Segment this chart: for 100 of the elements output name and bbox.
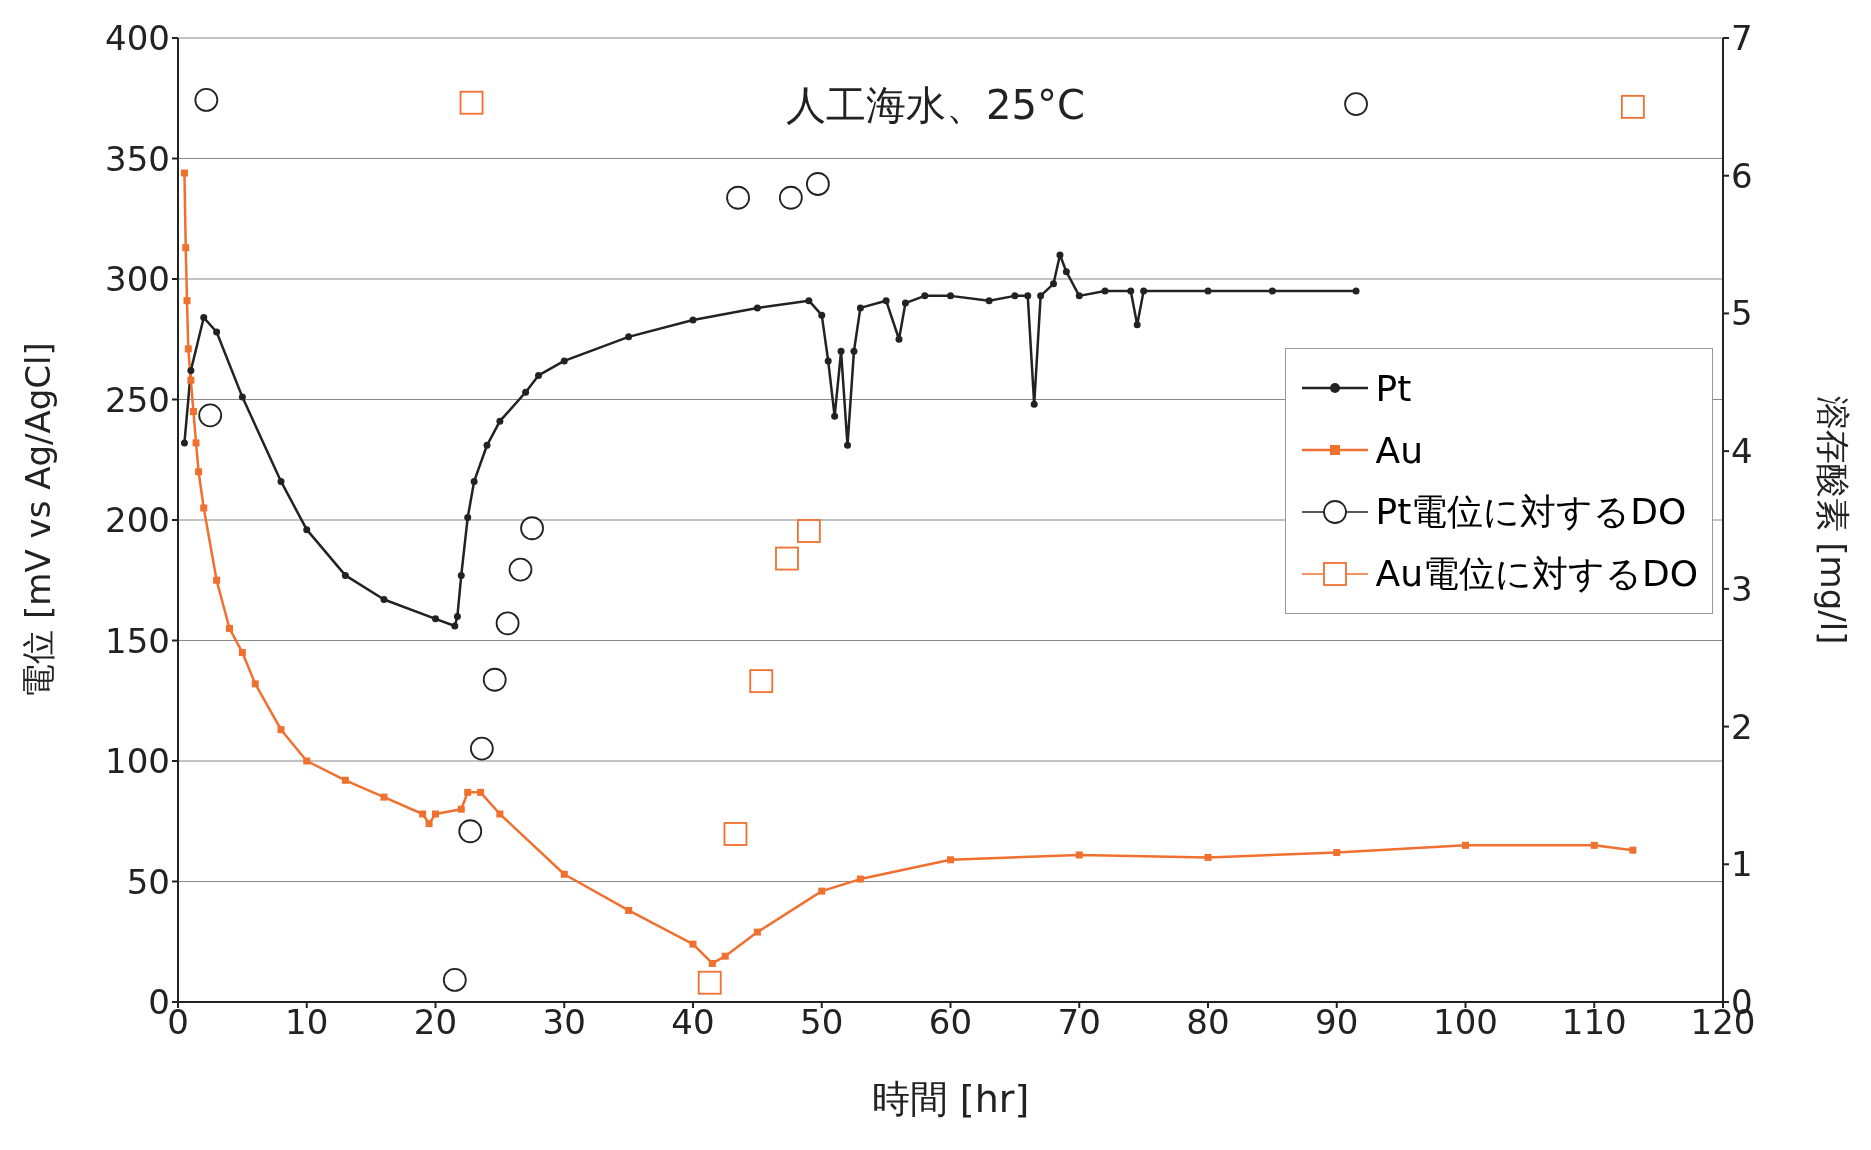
point [483,441,491,449]
point [184,345,192,353]
point [882,297,890,305]
point [796,519,821,543]
point [726,185,750,210]
y-tick-label: 300 [105,259,170,300]
point [985,297,993,305]
point [1056,251,1064,259]
legend-label: Au [1375,429,1423,471]
point [1268,287,1276,295]
legend-label: Pt電位に対するDO [1375,489,1687,534]
point [1030,400,1038,408]
point [432,810,439,818]
point [1101,287,1109,295]
point [180,169,188,177]
point [824,357,832,365]
point [303,526,311,534]
point [380,596,388,604]
point [837,347,845,355]
point [625,333,633,341]
point [1075,851,1083,859]
y-tick-label: 150 [105,620,170,661]
point [1204,287,1212,295]
point [508,557,533,582]
point [458,819,483,844]
y-axis-title: 電位 [mV vs Ag/AgCl] [18,342,59,698]
y2-tick-label: 6 [1731,155,1753,196]
point [721,952,729,960]
point [1133,321,1141,329]
point [895,335,903,343]
point [947,856,954,864]
point [535,371,542,379]
point [380,793,388,801]
point [850,347,858,355]
point [195,468,203,476]
legend-label: Pt [1375,367,1412,409]
point [778,185,803,210]
point [708,959,716,967]
point [1204,853,1212,861]
text: 人工海水、25°C [785,81,1086,130]
point [457,805,465,813]
point [1075,292,1083,300]
point [520,516,544,541]
point [189,408,197,416]
point [187,367,195,375]
point [495,611,520,636]
point [451,622,459,630]
x-tick-label: 60 [928,1002,973,1043]
point [818,887,826,895]
y2-tick-label: 2 [1731,706,1753,747]
x-tick-label: 110 [1561,1002,1627,1043]
point [1344,92,1368,116]
point [180,439,188,447]
point [560,870,568,878]
point [277,726,285,734]
y2-axis-title: 溶存酸素 [mg/l] [1812,395,1853,645]
x-tick-label: 50 [800,1002,844,1043]
point [464,788,472,796]
point [818,311,826,319]
x-axis-title: 時間 [hr] [871,1077,1030,1121]
point [1140,287,1148,295]
point [723,822,748,846]
point [213,328,221,336]
point [921,292,929,300]
point [482,667,507,692]
point [1024,292,1032,300]
point [560,357,568,365]
point [200,314,208,322]
point [689,940,697,948]
point [1333,849,1341,857]
point [464,514,472,522]
y-tick-label: 200 [105,500,170,541]
point [238,393,246,401]
point [831,412,839,420]
point [419,810,427,818]
x-tick-label: 70 [1057,1002,1101,1043]
point [1590,841,1598,849]
point [753,304,761,312]
x-tick-label: 40 [671,1002,715,1043]
point [1352,287,1360,295]
y-tick-label: 100 [105,741,170,782]
x-tick-label: 30 [542,1002,586,1043]
y-tick-label: 400 [105,18,170,59]
y-tick-label: 250 [105,379,170,420]
x-tick-label: 100 [1433,1002,1498,1043]
point [901,299,909,307]
point [1629,846,1637,854]
point [200,504,208,512]
point [238,649,246,657]
y2-tick-label: 4 [1731,431,1753,472]
point [425,820,433,828]
point [182,244,190,252]
point [805,297,813,305]
point [469,736,494,761]
y2-tick-label: 1 [1731,844,1753,885]
point [947,292,954,300]
point [753,928,761,936]
point [844,441,851,449]
point [194,88,219,112]
y2-tick-label: 3 [1731,568,1753,609]
